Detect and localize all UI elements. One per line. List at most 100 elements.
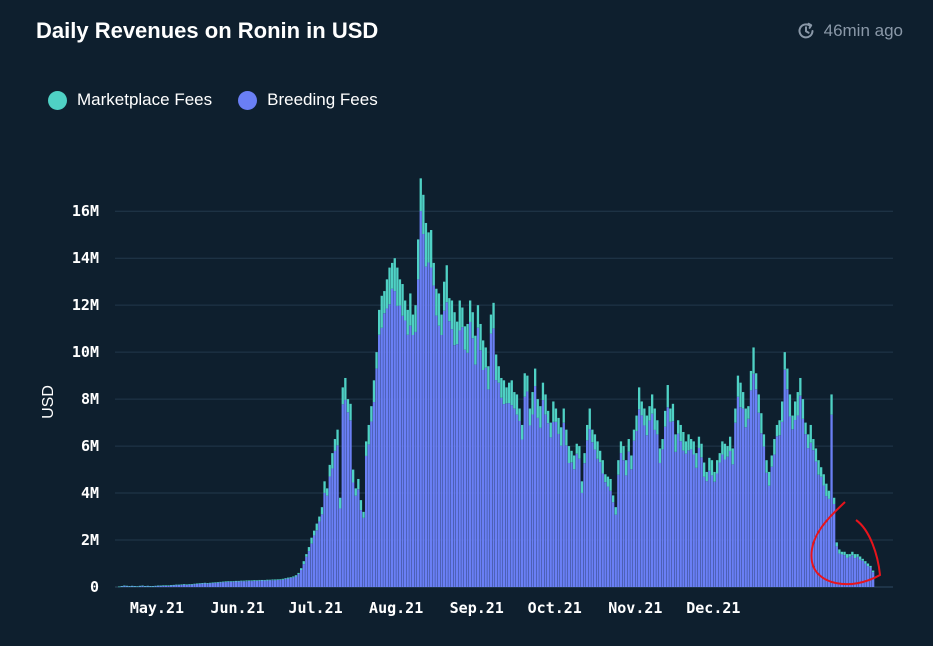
bar-breeding[interactable] — [651, 413, 654, 587]
bar-marketplace[interactable] — [151, 586, 155, 587]
bar-marketplace[interactable] — [443, 281, 446, 311]
bar-marketplace[interactable] — [674, 434, 677, 452]
bar-marketplace[interactable] — [731, 448, 734, 465]
bar-breeding[interactable] — [796, 415, 799, 587]
bar-breeding[interactable] — [284, 578, 287, 587]
bar-breeding[interactable] — [679, 441, 682, 587]
bar-marketplace[interactable] — [388, 267, 391, 305]
bar-breeding[interactable] — [378, 334, 381, 587]
bar-marketplace[interactable] — [229, 581, 233, 582]
bar-marketplace[interactable] — [801, 399, 805, 419]
bar-breeding[interactable] — [749, 390, 753, 587]
bar-marketplace[interactable] — [583, 453, 586, 464]
bar-breeding[interactable] — [677, 433, 680, 587]
bar-breeding[interactable] — [326, 495, 329, 587]
bar-marketplace[interactable] — [206, 583, 209, 584]
bar-breeding[interactable] — [487, 389, 490, 587]
bar-breeding[interactable] — [661, 449, 664, 587]
bar-marketplace[interactable] — [778, 420, 781, 436]
bar-marketplace[interactable] — [357, 478, 360, 490]
bar-marketplace[interactable] — [827, 490, 831, 499]
bar-marketplace[interactable] — [781, 401, 784, 422]
bar-breeding[interactable] — [781, 421, 784, 587]
bar-breeding[interactable] — [814, 461, 818, 587]
bar-marketplace[interactable] — [344, 377, 347, 400]
bar-marketplace[interactable] — [861, 558, 864, 561]
bar-breeding[interactable] — [289, 577, 292, 587]
bar-marketplace[interactable] — [718, 453, 721, 463]
bar-marketplace[interactable] — [437, 293, 441, 326]
bar-breeding[interactable] — [302, 564, 305, 587]
bar-breeding[interactable] — [404, 320, 407, 587]
bar-breeding[interactable] — [198, 583, 201, 587]
bar-breeding[interactable] — [825, 496, 828, 587]
bar-breeding[interactable] — [794, 420, 797, 587]
bar-marketplace[interactable] — [406, 309, 409, 335]
bar-breeding[interactable] — [219, 582, 222, 587]
bar-marketplace[interactable] — [632, 429, 636, 441]
bar-marketplace[interactable] — [653, 408, 656, 430]
bar-breeding[interactable] — [583, 463, 586, 587]
bar-marketplace[interactable] — [835, 542, 838, 547]
bar-breeding[interactable] — [674, 451, 677, 587]
bar-breeding[interactable] — [281, 579, 285, 587]
bar-breeding[interactable] — [432, 285, 435, 587]
bar-breeding[interactable] — [411, 334, 415, 587]
bar-breeding[interactable] — [856, 556, 859, 587]
bar-marketplace[interactable] — [375, 352, 378, 369]
bar-breeding[interactable] — [164, 585, 168, 587]
bar-breeding[interactable] — [341, 404, 344, 587]
bar-breeding[interactable] — [515, 414, 519, 587]
bar-marketplace[interactable] — [365, 441, 368, 456]
bar-breeding[interactable] — [261, 580, 264, 587]
bar-breeding[interactable] — [461, 327, 464, 587]
bar-breeding[interactable] — [695, 467, 698, 587]
bar-marketplace[interactable] — [448, 298, 451, 322]
bar-breeding[interactable] — [170, 585, 173, 587]
bar-breeding[interactable] — [157, 585, 160, 587]
bar-marketplace[interactable] — [734, 408, 737, 423]
bar-breeding[interactable] — [159, 585, 162, 587]
bar-marketplace[interactable] — [118, 586, 121, 588]
bar-breeding[interactable] — [216, 582, 220, 587]
bar-breeding[interactable] — [635, 430, 638, 587]
bar-breeding[interactable] — [653, 429, 656, 587]
bar-marketplace[interactable] — [573, 455, 576, 470]
bar-marketplace[interactable] — [768, 471, 771, 486]
bar-breeding[interactable] — [541, 400, 545, 587]
bar-breeding[interactable] — [697, 447, 701, 587]
bar-marketplace[interactable] — [500, 377, 503, 398]
bar-marketplace[interactable] — [851, 551, 854, 556]
bar-breeding[interactable] — [469, 321, 472, 587]
bar-breeding[interactable] — [242, 581, 246, 587]
legend-item-marketplace[interactable]: Marketplace Fees — [48, 90, 212, 110]
bar-marketplace[interactable] — [708, 457, 711, 471]
bar-marketplace[interactable] — [765, 460, 768, 473]
bar-marketplace[interactable] — [268, 579, 272, 581]
bar-breeding[interactable] — [505, 403, 508, 587]
bar-marketplace[interactable] — [742, 392, 745, 409]
bar-breeding[interactable] — [531, 414, 534, 587]
bar-marketplace[interactable] — [235, 580, 238, 582]
bar-breeding[interactable] — [331, 468, 334, 587]
bar-breeding[interactable] — [427, 262, 430, 587]
bar-marketplace[interactable] — [541, 382, 545, 401]
bar-breeding[interactable] — [138, 585, 142, 587]
bar-breeding[interactable] — [336, 445, 339, 587]
bar-marketplace[interactable] — [630, 455, 633, 470]
bar-breeding[interactable] — [339, 508, 342, 587]
bar-breeding[interactable] — [612, 502, 615, 587]
bar-marketplace[interactable] — [305, 554, 308, 557]
bar-breeding[interactable] — [131, 585, 134, 587]
bar-marketplace[interactable] — [853, 554, 857, 559]
bar-breeding[interactable] — [154, 585, 157, 587]
bar-breeding[interactable] — [240, 581, 243, 587]
bar-breeding[interactable] — [648, 420, 651, 587]
bar-breeding[interactable] — [830, 414, 833, 587]
bar-marketplace[interactable] — [409, 293, 412, 326]
bar-marketplace[interactable] — [547, 410, 550, 424]
bar-marketplace[interactable] — [619, 441, 623, 454]
bar-breeding[interactable] — [578, 458, 581, 587]
bar-breeding[interactable] — [606, 486, 610, 587]
bar-marketplace[interactable] — [474, 335, 477, 365]
